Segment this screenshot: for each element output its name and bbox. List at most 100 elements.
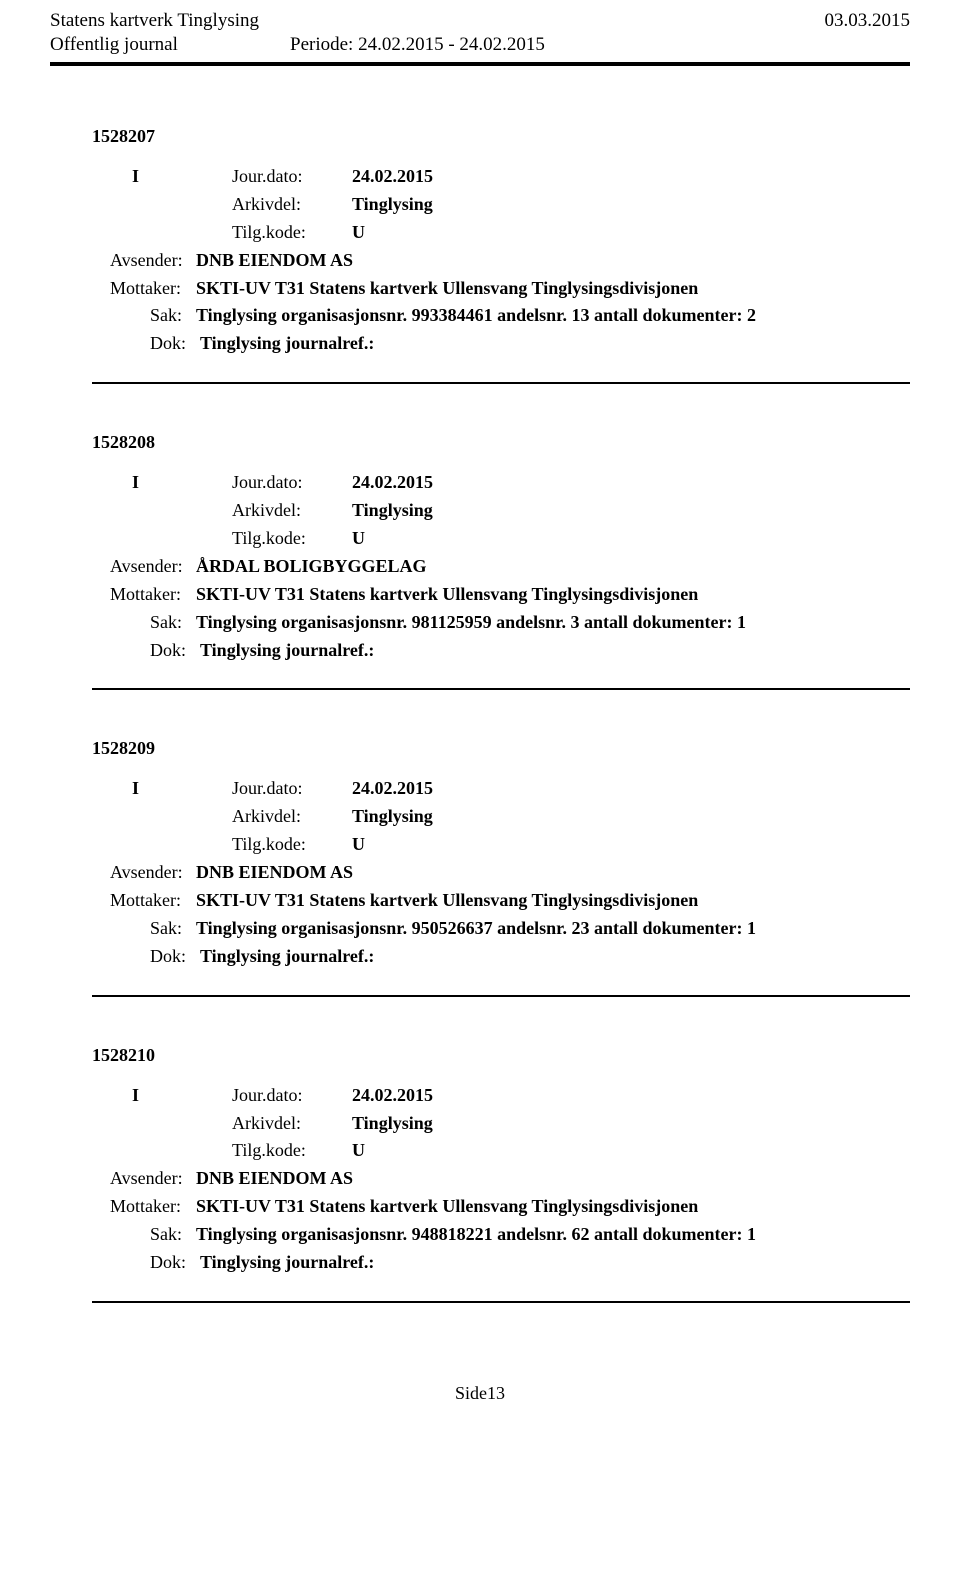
entry-arkivdel-row: Arkivdel: Tinglysing (92, 497, 910, 525)
sak-label: Sak: (150, 915, 196, 943)
jourdato-value: 24.02.2015 (352, 775, 433, 803)
entry-id: 1528210 (92, 1045, 910, 1066)
header-row-2: Offentlig journal Periode: 24.02.2015 - … (50, 34, 910, 56)
arkivdel-label: Arkivdel: (232, 1110, 352, 1138)
tilgkode-label: Tilg.kode: (232, 831, 352, 859)
sak-value: Tinglysing organisasjonsnr. 993384461 an… (196, 302, 756, 330)
page-header: Statens kartverk Tinglysing 03.03.2015 O… (50, 10, 910, 66)
entry-sak-row: Sak: Tinglysing organisasjonsnr. 9811259… (92, 609, 910, 637)
tilgkode-value: U (352, 831, 365, 859)
dok-value: Tinglysing journalref.: (200, 637, 374, 665)
entry-id: 1528208 (92, 432, 910, 453)
entry-dok-row: Dok: Tinglysing journalref.: (92, 330, 910, 358)
arkivdel-label: Arkivdel: (232, 191, 352, 219)
arkivdel-value: Tinglysing (352, 1110, 433, 1138)
header-org: Statens kartverk Tinglysing (50, 10, 259, 32)
jourdato-value: 24.02.2015 (352, 469, 433, 497)
entry-arkivdel-row: Arkivdel: Tinglysing (92, 191, 910, 219)
jourdato-label: Jour.dato: (232, 775, 352, 803)
arkivdel-value: Tinglysing (352, 803, 433, 831)
entries-list: 1528207 I Jour.dato: 24.02.2015 Arkivdel… (50, 126, 910, 1303)
tilgkode-value: U (352, 1137, 365, 1165)
mottaker-label: Mottaker: (110, 887, 196, 915)
mottaker-value: SKTI-UV T31 Statens kartverk Ullensvang … (196, 1193, 698, 1221)
entry-mottaker-row: Mottaker: SKTI-UV T31 Statens kartverk U… (92, 275, 910, 303)
page-footer: Side13 (50, 1383, 910, 1404)
avsender-value: DNB EIENDOM AS (196, 247, 353, 275)
dok-label: Dok: (150, 1249, 200, 1277)
jourdato-label: Jour.dato: (232, 469, 352, 497)
mottaker-value: SKTI-UV T31 Statens kartverk Ullensvang … (196, 887, 698, 915)
entry-avsender-row: Avsender: DNB EIENDOM AS (92, 859, 910, 887)
entry-id: 1528209 (92, 738, 910, 759)
journal-entry: 1528207 I Jour.dato: 24.02.2015 Arkivdel… (50, 126, 910, 384)
entry-io: I (92, 1082, 232, 1110)
header-row-1: Statens kartverk Tinglysing 03.03.2015 (50, 10, 910, 32)
entry-dok-row: Dok: Tinglysing journalref.: (92, 943, 910, 971)
page-number: Side13 (455, 1383, 505, 1403)
tilgkode-value: U (352, 219, 365, 247)
entry-tilgkode-row: Tilg.kode: U (92, 1137, 910, 1165)
entry-sak-row: Sak: Tinglysing organisasjonsnr. 9488182… (92, 1221, 910, 1249)
entry-jourdato-row: I Jour.dato: 24.02.2015 (92, 1082, 910, 1110)
journal-entry: 1528209 I Jour.dato: 24.02.2015 Arkivdel… (50, 738, 910, 996)
tilgkode-label: Tilg.kode: (232, 525, 352, 553)
arkivdel-value: Tinglysing (352, 191, 433, 219)
sak-label: Sak: (150, 1221, 196, 1249)
jourdato-value: 24.02.2015 (352, 163, 433, 191)
dok-value: Tinglysing journalref.: (200, 943, 374, 971)
entry-divider (92, 382, 910, 384)
header-journal: Offentlig journal (50, 34, 290, 56)
period-value: 24.02.2015 - 24.02.2015 (358, 34, 545, 55)
dok-label: Dok: (150, 943, 200, 971)
avsender-value: DNB EIENDOM AS (196, 859, 353, 887)
dok-label: Dok: (150, 637, 200, 665)
avsender-label: Avsender: (110, 553, 196, 581)
entry-divider (92, 688, 910, 690)
entry-divider (92, 995, 910, 997)
avsender-label: Avsender: (110, 859, 196, 887)
sak-value: Tinglysing organisasjonsnr. 950526637 an… (196, 915, 756, 943)
entry-jourdato-row: I Jour.dato: 24.02.2015 (92, 775, 910, 803)
header-period: Periode: 24.02.2015 - 24.02.2015 (290, 34, 545, 56)
entry-sak-row: Sak: Tinglysing organisasjonsnr. 9933844… (92, 302, 910, 330)
arkivdel-label: Arkivdel: (232, 803, 352, 831)
entry-mottaker-row: Mottaker: SKTI-UV T31 Statens kartverk U… (92, 581, 910, 609)
entry-mottaker-row: Mottaker: SKTI-UV T31 Statens kartverk U… (92, 887, 910, 915)
avsender-label: Avsender: (110, 247, 196, 275)
dok-value: Tinglysing journalref.: (200, 1249, 374, 1277)
tilgkode-label: Tilg.kode: (232, 1137, 352, 1165)
dok-value: Tinglysing journalref.: (200, 330, 374, 358)
document-page: Statens kartverk Tinglysing 03.03.2015 O… (0, 0, 960, 1444)
entry-dok-row: Dok: Tinglysing journalref.: (92, 1249, 910, 1277)
dok-label: Dok: (150, 330, 200, 358)
entry-jourdato-row: I Jour.dato: 24.02.2015 (92, 163, 910, 191)
entry-io: I (92, 469, 232, 497)
jourdato-label: Jour.dato: (232, 163, 352, 191)
entry-avsender-row: Avsender: DNB EIENDOM AS (92, 1165, 910, 1193)
entry-avsender-row: Avsender: DNB EIENDOM AS (92, 247, 910, 275)
entry-arkivdel-row: Arkivdel: Tinglysing (92, 803, 910, 831)
jourdato-label: Jour.dato: (232, 1082, 352, 1110)
sak-label: Sak: (150, 302, 196, 330)
avsender-value: ÅRDAL BOLIGBYGGELAG (196, 553, 427, 581)
entry-dok-row: Dok: Tinglysing journalref.: (92, 637, 910, 665)
arkivdel-label: Arkivdel: (232, 497, 352, 525)
journal-entry: 1528208 I Jour.dato: 24.02.2015 Arkivdel… (50, 432, 910, 690)
entry-id: 1528207 (92, 126, 910, 147)
mottaker-label: Mottaker: (110, 275, 196, 303)
mottaker-value: SKTI-UV T31 Statens kartverk Ullensvang … (196, 275, 698, 303)
entry-mottaker-row: Mottaker: SKTI-UV T31 Statens kartverk U… (92, 1193, 910, 1221)
avsender-value: DNB EIENDOM AS (196, 1165, 353, 1193)
entry-io: I (92, 163, 232, 191)
jourdato-value: 24.02.2015 (352, 1082, 433, 1110)
header-date: 03.03.2015 (825, 10, 911, 32)
tilgkode-label: Tilg.kode: (232, 219, 352, 247)
entry-io: I (92, 775, 232, 803)
entry-divider (92, 1301, 910, 1303)
entry-arkivdel-row: Arkivdel: Tinglysing (92, 1110, 910, 1138)
entry-avsender-row: Avsender: ÅRDAL BOLIGBYGGELAG (92, 553, 910, 581)
mottaker-value: SKTI-UV T31 Statens kartverk Ullensvang … (196, 581, 698, 609)
entry-sak-row: Sak: Tinglysing organisasjonsnr. 9505266… (92, 915, 910, 943)
entry-tilgkode-row: Tilg.kode: U (92, 831, 910, 859)
